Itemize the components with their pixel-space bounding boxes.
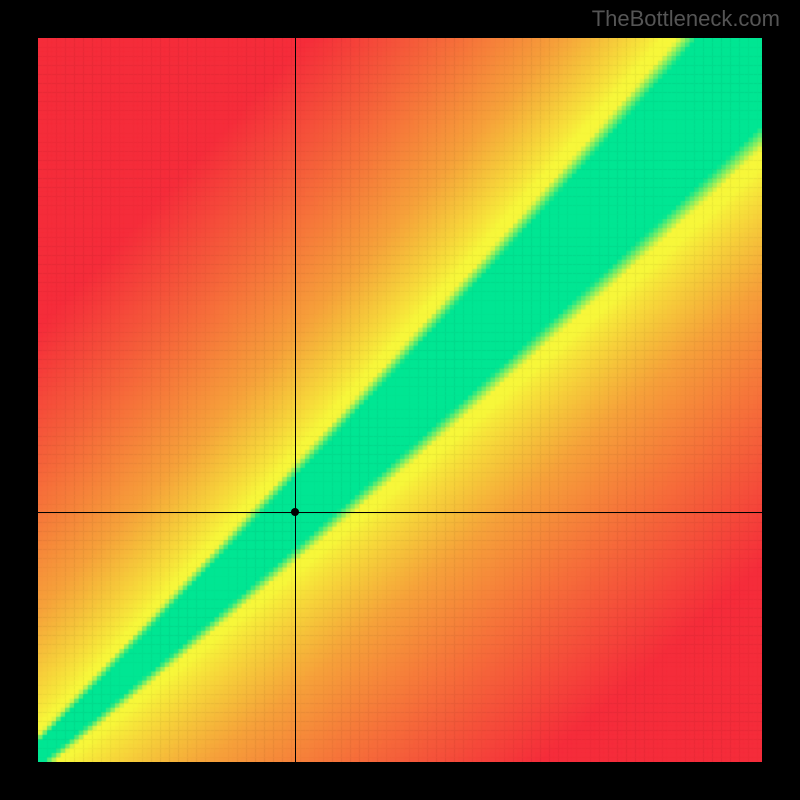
heatmap-canvas	[38, 38, 762, 762]
chart-container: TheBottleneck.com	[0, 0, 800, 800]
watermark-text: TheBottleneck.com	[592, 6, 780, 32]
heatmap-plot	[38, 38, 762, 762]
crosshair-vertical	[295, 38, 296, 762]
crosshair-horizontal	[38, 512, 762, 513]
crosshair-point	[291, 508, 299, 516]
